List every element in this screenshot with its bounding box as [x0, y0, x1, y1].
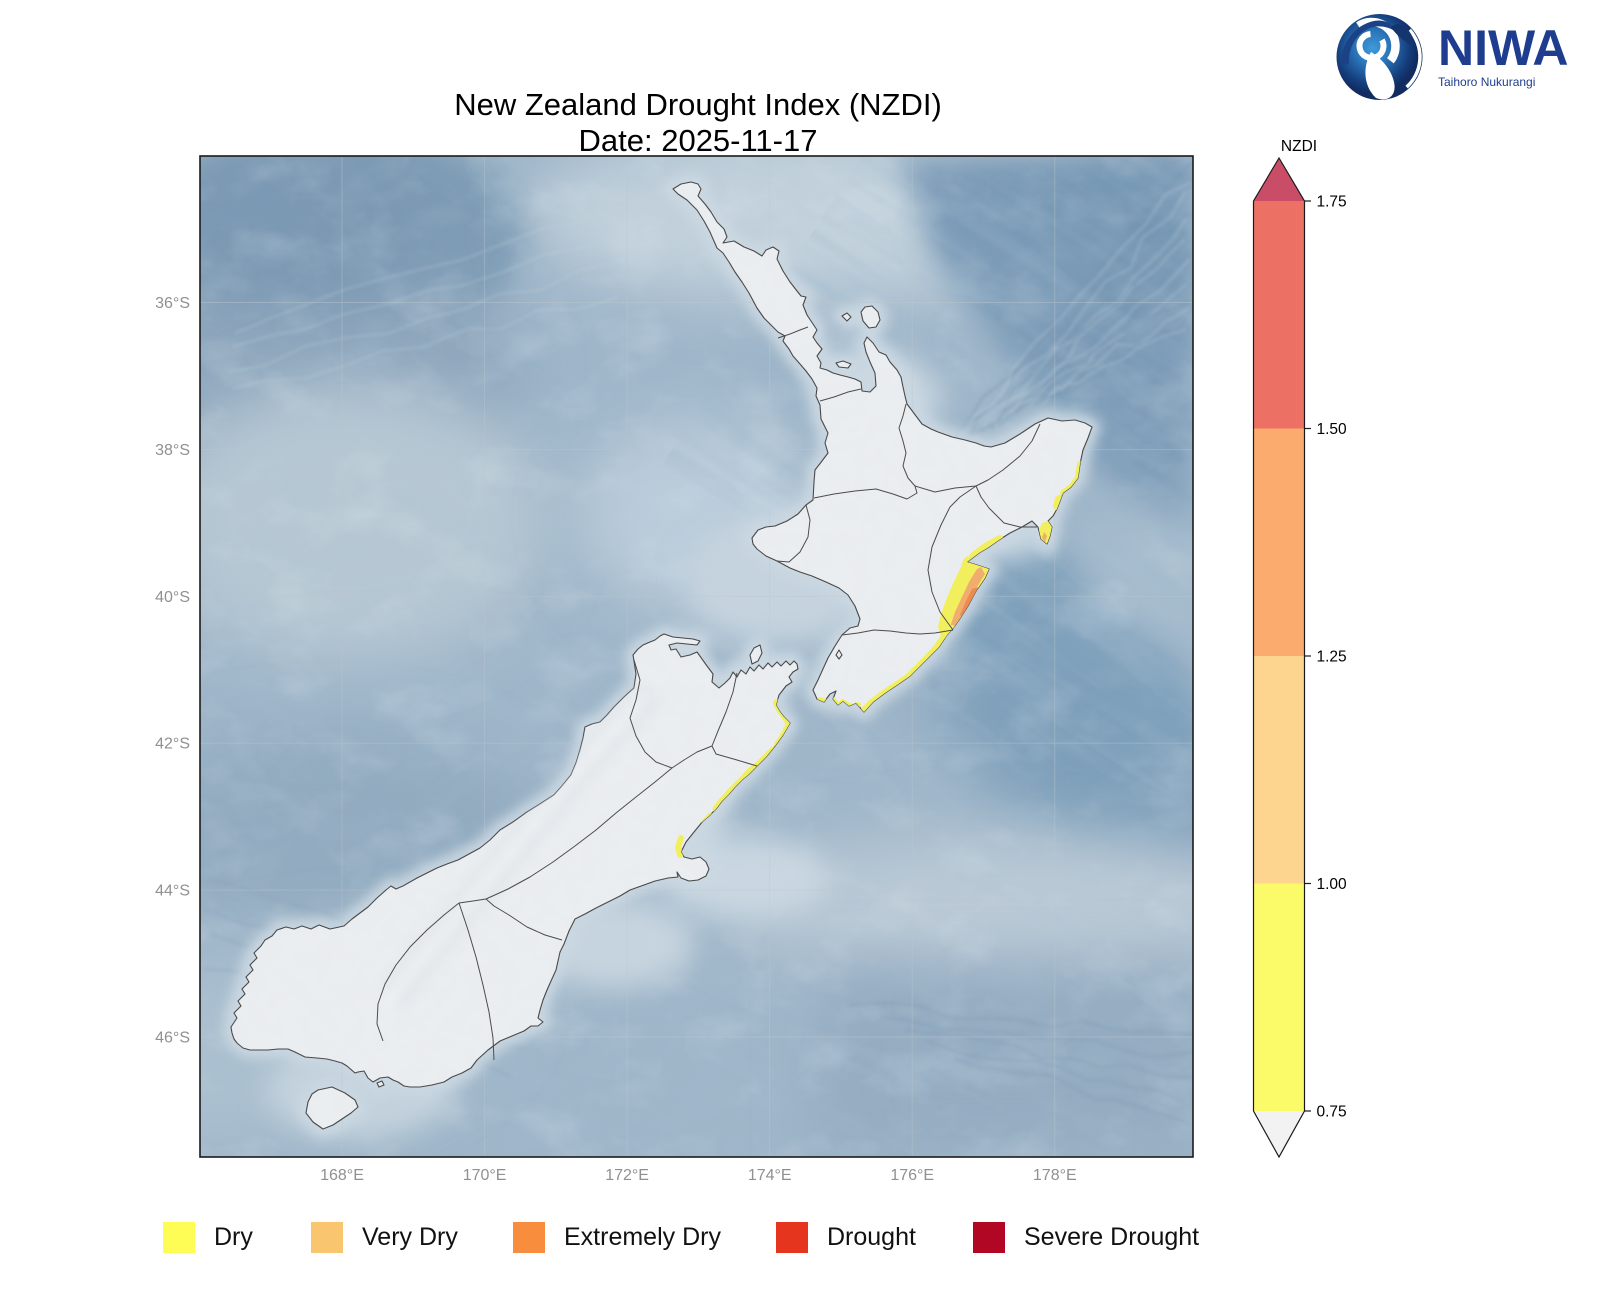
- svg-text:Dry: Dry: [214, 1223, 253, 1251]
- svg-text:176°E: 176°E: [890, 1167, 934, 1184]
- svg-text:Date: 2025-11-17: Date: 2025-11-17: [579, 123, 818, 158]
- svg-text:Very Dry: Very Dry: [362, 1223, 458, 1251]
- svg-text:New Zealand Drought Index (NZD: New Zealand Drought Index (NZDI): [454, 87, 942, 122]
- svg-text:40°S: 40°S: [155, 589, 190, 606]
- svg-text:42°S: 42°S: [155, 736, 190, 753]
- svg-text:Severe Drought: Severe Drought: [1024, 1223, 1199, 1251]
- svg-text:44°S: 44°S: [155, 883, 190, 900]
- svg-text:0.75: 0.75: [1317, 1104, 1347, 1121]
- svg-text:Extremely Dry: Extremely Dry: [564, 1223, 721, 1251]
- svg-text:172°E: 172°E: [605, 1167, 649, 1184]
- svg-text:168°E: 168°E: [320, 1167, 364, 1184]
- svg-text:NZDI: NZDI: [1281, 138, 1317, 155]
- svg-text:46°S: 46°S: [155, 1030, 190, 1047]
- svg-text:178°E: 178°E: [1033, 1167, 1077, 1184]
- svg-text:1.75: 1.75: [1317, 194, 1347, 211]
- svg-text:170°E: 170°E: [463, 1167, 507, 1184]
- svg-text:Drought: Drought: [827, 1223, 916, 1251]
- svg-text:NIWA: NIWA: [1438, 20, 1569, 76]
- svg-text:174°E: 174°E: [748, 1167, 792, 1184]
- svg-text:38°S: 38°S: [155, 442, 190, 459]
- svg-text:Taihoro Nukurangi: Taihoro Nukurangi: [1438, 75, 1535, 89]
- svg-text:1.25: 1.25: [1317, 649, 1347, 666]
- svg-text:36°S: 36°S: [155, 295, 190, 312]
- svg-text:1.50: 1.50: [1317, 421, 1348, 438]
- svg-text:1.00: 1.00: [1317, 876, 1348, 893]
